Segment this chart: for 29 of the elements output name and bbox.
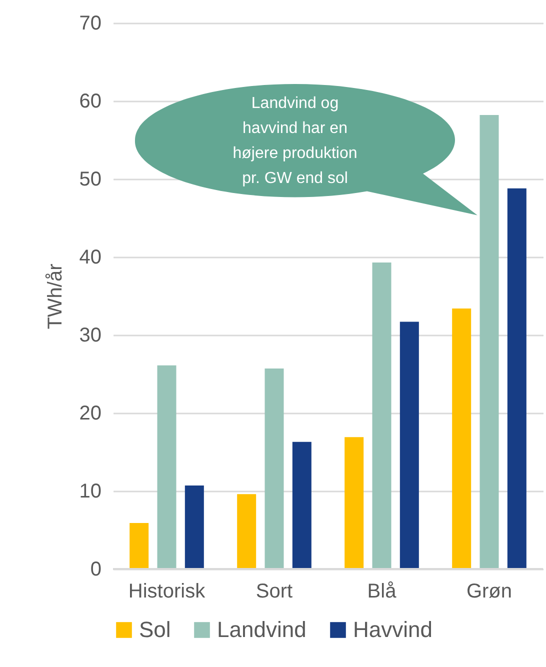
bar [400, 322, 419, 569]
x-tick-label: Blå [367, 580, 398, 602]
legend-label: Landvind [217, 617, 306, 642]
x-tick-label: Sort [256, 580, 294, 602]
y-tick-label: 70 [79, 12, 102, 34]
x-tick-label: Historisk [128, 580, 206, 602]
bar [264, 368, 284, 569]
y-tick-label: 50 [79, 168, 102, 190]
y-tick-label: 0 [90, 558, 102, 580]
y-tick-label: 40 [79, 246, 102, 268]
bar [292, 442, 312, 569]
annotation: Landvind og havvind har en højere produktion pr. GW end sol [232, 95, 358, 187]
y-tick-label: 10 [79, 480, 102, 502]
x-tick-label: Grøn [466, 580, 512, 602]
bar [237, 494, 256, 569]
bar [507, 188, 526, 569]
y-tick-label: 30 [79, 324, 102, 346]
bar [130, 522, 149, 569]
bar [452, 308, 472, 569]
y-tick-label: 20 [79, 402, 102, 424]
bar [344, 437, 364, 569]
y-tick-label: 60 [79, 90, 102, 112]
legend-label: Sol [139, 617, 171, 642]
legend-label: Havvind [353, 617, 432, 642]
bar [157, 365, 176, 569]
bar [184, 486, 204, 569]
bar [480, 115, 499, 569]
bar [372, 262, 392, 569]
y-axis-title: TWh/år [44, 263, 66, 330]
